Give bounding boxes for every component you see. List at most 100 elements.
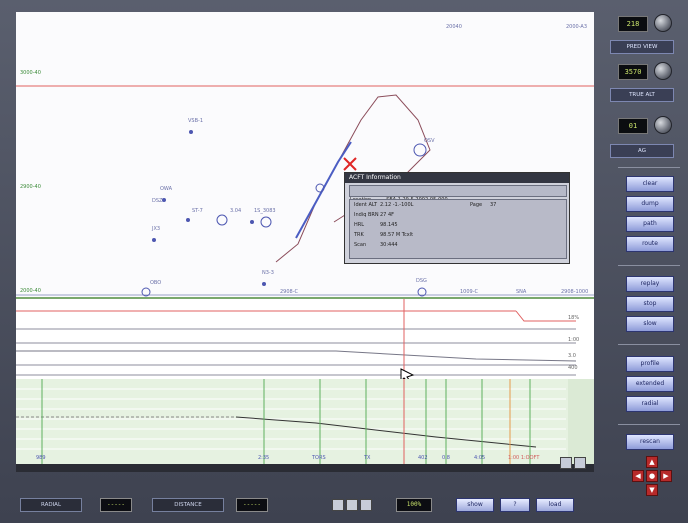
waypoint-label[interactable]: ST-7 (192, 208, 203, 214)
distance-label: DISTANCE (152, 498, 224, 512)
sidebar-divider (618, 265, 680, 266)
bottom-label: 2908-1000 (561, 289, 589, 295)
bottom-label: SNA (516, 289, 527, 295)
pan-up-button[interactable]: ▲ (646, 456, 658, 468)
profile-panel[interactable]: 18% 1:00 3.0 400 (16, 297, 594, 381)
bottom-label: 1009-C (460, 289, 479, 295)
dump-button[interactable]: dump (626, 196, 674, 212)
waypoint-label[interactable]: OWA (160, 186, 173, 192)
strip-tick: 402 (418, 455, 428, 461)
popup-row-value: 30:444 (380, 242, 398, 248)
ag-knob[interactable] (654, 116, 672, 134)
top-label: 20040 (446, 24, 462, 30)
show-button[interactable]: show (456, 498, 494, 512)
scale-label: 2000-40 (20, 288, 41, 294)
popup-title: ACFT Information (345, 173, 569, 183)
sidebar-divider (618, 344, 680, 345)
pan-down-button[interactable]: ▼ (646, 484, 658, 496)
zoom-out-button[interactable] (332, 499, 344, 511)
true-alt-label: TRUE ALT (610, 88, 674, 102)
strip-tick: 989 (36, 455, 46, 461)
profile-label: 3.0 (568, 353, 576, 359)
replay-button[interactable]: replay (626, 276, 674, 292)
profile-label: 1:00 (568, 337, 580, 343)
map-graphics (16, 85, 594, 297)
profile-label: 400 (568, 365, 578, 371)
ag-readout: 01 (618, 118, 648, 134)
top-label: 2000-A3 (566, 24, 588, 30)
waypoint-label[interactable]: OBO (150, 280, 162, 286)
pan-left-button[interactable]: ◀ (632, 470, 644, 482)
scroll-left-button[interactable] (560, 457, 572, 469)
profile-graphics (16, 299, 577, 381)
sidebar-divider (618, 167, 680, 168)
waypoint-label[interactable]: OSV (424, 138, 435, 144)
radial-button[interactable]: radial (626, 396, 674, 412)
popup-row-value: 98.145 (380, 222, 398, 228)
popup-details: Ident ALT 2.12 -1.-100L Page 37 Indiq BR… (349, 199, 567, 259)
clear-button[interactable]: clear (626, 176, 674, 192)
popup-row-key: HRL (354, 222, 365, 228)
pan-center-button[interactable]: ● (646, 470, 658, 482)
pred-view-label: PRED VIEW (610, 40, 674, 54)
waypoint-label[interactable]: N3-3 (262, 270, 274, 276)
strip-tick: 4:05 (474, 455, 486, 461)
control-sidebar: 218 PRED VIEW 3570 TRUE ALT 01 AG clear … (602, 0, 688, 523)
load-button[interactable]: load (536, 498, 574, 512)
waypoint-label[interactable]: VSB-1 (188, 118, 204, 124)
zoom-in-button[interactable] (360, 499, 372, 511)
strip-graphics (16, 379, 594, 464)
popup-row-value: 98.57 M Tcxlt (380, 232, 414, 238)
strip-tick: 2:35 (258, 455, 270, 461)
waypoint-label[interactable]: DSG (416, 278, 427, 284)
track-highlight (295, 141, 352, 239)
zoom-reset-button[interactable] (346, 499, 358, 511)
popup-row-key: Scan (354, 242, 367, 248)
scale-label: 3000-40 (20, 70, 41, 76)
extended-button[interactable]: extended (626, 376, 674, 392)
popup-row-value: 37 (490, 202, 497, 208)
profile-label: 18% (568, 315, 580, 321)
strip-tick: 1:00 1:OOFT (508, 455, 540, 461)
bottom-bar (16, 464, 594, 472)
bottom-label: 2908-C (280, 289, 299, 295)
waypoint-label[interactable]: DSZ (152, 198, 163, 204)
scale-label: 2900-40 (20, 184, 41, 190)
true-alt-readout: 3570 (618, 64, 648, 80)
strip-tick: TX (364, 455, 371, 461)
popup-row-value: 2.12 -1.-100L (380, 202, 414, 208)
slow-button[interactable]: slow (626, 316, 674, 332)
zoom-value: 100% (396, 498, 432, 512)
pan-right-button[interactable]: ▶ (660, 470, 672, 482)
waypoint-label[interactable]: 3.04 (230, 208, 242, 214)
popup-location-row: Location SEA-1 29-5 2002-05-000 (349, 185, 567, 203)
popup-row-key: Page (470, 202, 483, 208)
waypoint-label[interactable]: 1S_3083 (254, 208, 276, 214)
waypoint-label[interactable]: JX3 (152, 226, 161, 232)
scroll-right-button[interactable] (574, 457, 586, 469)
popup-row-key: Ident ALT (354, 202, 378, 208)
main-display: 3000-40 2900-40 2000-40 VSB-1 OWA DSZ JX… (16, 12, 594, 472)
distance-value: ----- (236, 498, 268, 512)
rescan-button[interactable]: rescan (626, 434, 674, 450)
popup-row-key: Indiq BRN (354, 212, 379, 218)
path-button[interactable]: path (626, 216, 674, 232)
ag-label: AG (610, 144, 674, 158)
map-panel[interactable]: 3000-40 2900-40 2000-40 VSB-1 OWA DSZ JX… (16, 12, 594, 297)
radial-label: RADIAL (20, 498, 82, 512)
true-alt-knob[interactable] (654, 62, 672, 80)
acft-info-popup[interactable]: ACFT Information Location SEA-1 29-5 200… (344, 172, 570, 264)
help-button[interactable]: ? (500, 498, 530, 512)
stop-button[interactable]: stop (626, 296, 674, 312)
profile-button[interactable]: profile (626, 356, 674, 372)
strip-tick: TORS (312, 455, 326, 461)
popup-row-key: TRK (354, 232, 364, 238)
popup-row-value: 27 4F (380, 212, 395, 218)
pred-view-knob[interactable] (654, 14, 672, 32)
timeline-strip[interactable]: 989 2:35 TORS TX 402 0.8 4:05 1:00 1:OOF… (16, 379, 594, 464)
sidebar-divider (618, 424, 680, 425)
radial-value: ----- (100, 498, 132, 512)
strip-tick: 0.8 (442, 455, 450, 461)
pred-view-readout: 218 (618, 16, 648, 32)
route-button[interactable]: route (626, 236, 674, 252)
